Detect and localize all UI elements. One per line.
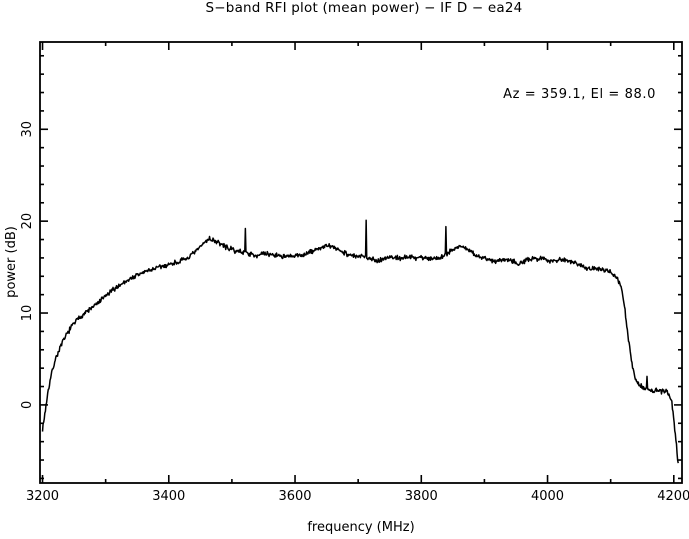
x-axis-label: frequency (MHz) [307,520,414,535]
x-tick-label: 3200 [26,489,59,504]
y-tick-label: 20 [20,213,35,230]
spectrum-trace [41,219,679,464]
y-tick-label: 30 [20,121,35,138]
y-tick-label: 0 [20,401,35,409]
x-tick-label: 3600 [278,489,311,504]
y-tick-label: 10 [20,305,35,322]
x-tick-label: 3800 [405,489,438,504]
y-axis-label: power (dB) [4,226,19,298]
plot-title: S−band RFI plot (mean power) − IF D − ea… [206,0,523,16]
az-el-annotation: Az = 359.1, El = 88.0 [503,87,656,102]
x-tick-label: 4000 [531,489,564,504]
axis-tick-labels: 3200 3400 3600 3800 4000 4200 0 10 20 30 [20,121,689,504]
axis-ticks [40,42,682,483]
x-tick-label: 4200 [657,489,689,504]
plot-border [39,41,683,484]
x-tick-label: 3400 [152,489,185,504]
